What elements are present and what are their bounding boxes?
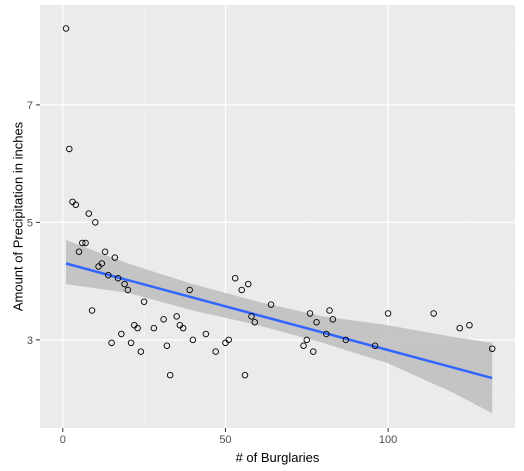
data-point [140,298,148,305]
x-axis-title: # of Burglaries [236,450,320,465]
data-point [189,336,197,344]
data-point [121,280,128,288]
data-point [108,339,115,347]
confidence-band [66,240,493,414]
data-point [62,25,70,32]
data-point [105,272,112,279]
data-point [150,324,158,332]
data-point [79,239,86,247]
data-points-layer [62,25,496,379]
y-tick-label: 7 [27,100,33,112]
confidence-band-layer [66,240,493,414]
data-point [127,339,135,347]
data-point [306,310,314,317]
data-point [466,321,473,329]
data-point [179,324,187,332]
data-point [231,274,239,282]
data-point [202,330,210,338]
regression-line [65,262,493,380]
data-point [313,319,320,326]
axis-ticks-layer: 0 50 100 3 5 7 [27,100,397,446]
data-point [488,345,496,352]
data-point [160,316,167,323]
data-point [124,286,132,294]
data-point [114,274,122,282]
data-point [88,307,96,314]
y-axis-title: Amount of Precipitation in inches [11,121,26,311]
data-point [85,210,93,217]
data-point [300,342,307,350]
x-tick-label: 100 [379,434,397,446]
data-point [323,330,330,338]
y-tick-label: 3 [27,335,33,347]
data-point [267,301,275,308]
data-point [166,371,174,379]
data-point [118,330,125,338]
data-point [384,310,392,317]
y-tick-label: 5 [27,217,33,229]
plot-panel [40,5,515,428]
data-point [163,342,171,350]
data-point [310,348,317,355]
data-point [92,219,99,226]
x-tick-label: 50 [219,434,231,446]
data-point [173,313,180,320]
data-point [101,248,109,255]
x-tick-label: 0 [60,434,66,446]
data-point [137,348,145,355]
data-point [212,348,219,355]
data-point [303,336,311,344]
data-point [326,307,333,314]
data-point [329,316,337,323]
data-point [244,280,252,288]
data-point [248,313,255,320]
data-point [251,319,258,326]
data-point [75,248,83,255]
data-point [72,201,80,208]
data-point [238,286,245,294]
data-point [342,336,350,344]
data-point [186,286,193,294]
fit-line-layer [65,262,493,380]
data-point [82,239,89,247]
data-point [111,254,119,261]
data-point [241,371,249,379]
data-point [66,145,73,153]
data-point [225,336,232,344]
data-point [134,324,141,332]
data-point [430,310,437,317]
data-point [456,324,463,332]
data-point [371,342,379,350]
data-point [98,260,106,267]
